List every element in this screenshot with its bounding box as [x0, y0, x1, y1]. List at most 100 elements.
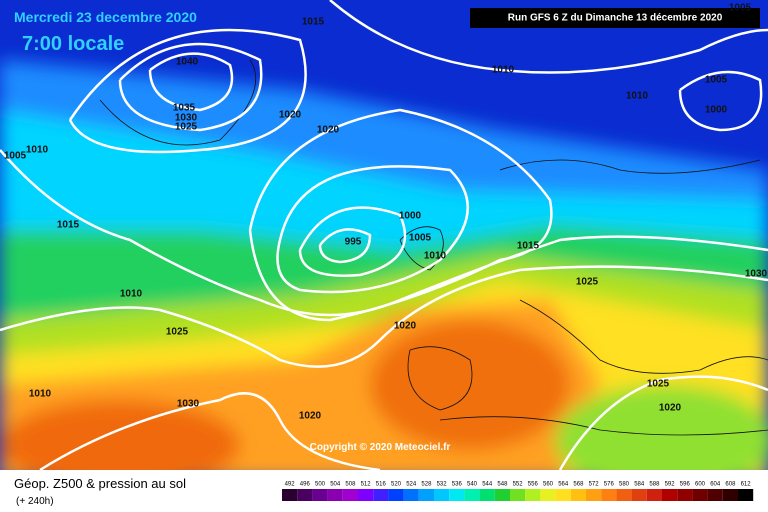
scale-cell: [525, 489, 541, 501]
isobar-label: 1020: [317, 125, 340, 136]
scale-label: 592: [665, 482, 676, 488]
scale-cell: [418, 489, 434, 501]
legend-title: Géop. Z500 & pression au sol: [14, 476, 186, 491]
scale-label: 564: [558, 482, 569, 488]
isobar-label: 1030: [745, 269, 768, 280]
scale-label: 504: [330, 482, 341, 488]
scale-label: 536: [452, 482, 463, 488]
field: [0, 0, 768, 495]
scale-label: 496: [300, 482, 311, 488]
date: Mercredi 23 decembre 2020: [14, 9, 197, 25]
scale-cell: [342, 489, 358, 501]
scale-label: 584: [634, 482, 645, 488]
scale-cell: [494, 489, 510, 501]
scale-label: 588: [649, 482, 660, 488]
scale-label: 500: [315, 482, 326, 488]
scale-label: 524: [406, 482, 417, 488]
legend-subtitle: (+ 240h): [16, 496, 54, 507]
scale-cell: [738, 489, 754, 501]
isobar-label: 1025: [166, 327, 189, 338]
scale-label: 508: [345, 482, 356, 488]
scale-label: 608: [725, 482, 736, 488]
scale-cell: [510, 489, 526, 501]
isobar-label: 1025: [175, 122, 198, 133]
scale-cell: [388, 489, 404, 501]
scale-cell: [464, 489, 480, 501]
isobar-label: 1035: [173, 103, 196, 114]
scale-cell: [403, 489, 419, 501]
scale-cell: [631, 489, 647, 501]
isobar-label: 1015: [302, 17, 325, 28]
scale-cell: [327, 489, 343, 501]
isobar-label: 1015: [57, 220, 80, 231]
time: 7:00 locale: [22, 33, 124, 55]
scale-label: 540: [467, 482, 478, 488]
copyright: Copyright © 2020 Meteociel.fr: [310, 442, 451, 453]
isobar-label: 1020: [659, 403, 682, 414]
scale-label: 576: [604, 482, 615, 488]
scale-label: 532: [437, 482, 448, 488]
isobar-label: 995: [345, 237, 362, 248]
scale-label: 516: [376, 482, 387, 488]
isobar-label: 1005: [705, 75, 728, 86]
scale-cell: [722, 489, 738, 501]
scale-label: 544: [482, 482, 493, 488]
isobar-label: 1040: [176, 57, 199, 68]
scale-cell: [540, 489, 556, 501]
scale-label: 556: [528, 482, 539, 488]
scale-cell: [312, 489, 328, 501]
scale-cell: [373, 489, 389, 501]
scale-cell: [677, 489, 693, 501]
isobar-label: 1010: [492, 65, 515, 76]
scale-label: 560: [543, 482, 554, 488]
scale-cell: [586, 489, 602, 501]
isobar-label: 1025: [647, 379, 670, 390]
isobar-label: 1000: [399, 211, 422, 222]
isobar-label: 1010: [26, 145, 49, 156]
scale-cell: [616, 489, 632, 501]
isobars: [0, 0, 768, 368]
scale-label: 568: [573, 482, 584, 488]
isobar-label: 1005: [409, 233, 432, 244]
isobar-label: 1015: [517, 241, 540, 252]
scale-label: 600: [695, 482, 706, 488]
isobar-label: 1010: [120, 289, 143, 300]
isobar-label: 1005: [4, 151, 27, 162]
isobar-label: 1025: [576, 277, 599, 288]
scale-label: 548: [497, 482, 508, 488]
scale-cell: [479, 489, 495, 501]
scale-cell: [601, 489, 617, 501]
scale-cell: [662, 489, 678, 501]
scale-cell: [434, 489, 450, 501]
isobar-label: 1010: [29, 389, 52, 400]
isobar-label: 1010: [626, 91, 649, 102]
scale-cell: [449, 489, 465, 501]
isobar-label: 1000: [705, 105, 728, 116]
scale-cell: [358, 489, 374, 501]
scale-label: 572: [589, 482, 600, 488]
isobar-label: 1020: [394, 321, 417, 332]
coastlines: [99, 59, 768, 436]
scale-cell: [282, 489, 298, 501]
scale-label: 512: [361, 482, 372, 488]
isobar-label: 1020: [279, 110, 302, 121]
isobar-label: 1020: [299, 411, 322, 422]
scale-cell: [692, 489, 708, 501]
isobar-label: 1030: [177, 399, 200, 410]
run-info-box: [470, 8, 760, 28]
scale-label: 604: [710, 482, 721, 488]
scale-label: 580: [619, 482, 630, 488]
scale-cell: [555, 489, 571, 501]
scale-label: 520: [391, 482, 402, 488]
scale-label: 596: [680, 482, 691, 488]
scale-cell: [707, 489, 723, 501]
scale-label: 528: [421, 482, 432, 488]
scale-cell: [570, 489, 586, 501]
isobar-label: 1030: [175, 113, 198, 124]
run-info: Run GFS 6 Z du Dimanche 13 décembre 2020: [508, 13, 723, 24]
scale-cell: [297, 489, 313, 501]
scale-label: 552: [513, 482, 524, 488]
scale-cell: [646, 489, 662, 501]
isobar-label: 1005: [729, 3, 752, 14]
